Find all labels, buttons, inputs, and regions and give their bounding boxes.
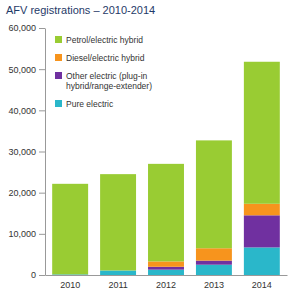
y-tick-mark bbox=[39, 110, 45, 111]
x-tick: 2012 bbox=[156, 275, 176, 290]
x-tick: 2014 bbox=[252, 275, 272, 290]
y-tick-mark bbox=[39, 152, 45, 153]
legend-item: Petrol/electric hybrid bbox=[55, 35, 143, 45]
y-tick-mark bbox=[39, 193, 45, 194]
legend-swatch bbox=[55, 36, 62, 43]
bar-segment bbox=[100, 174, 136, 270]
plot: 0 10,000 20,000 30,000 40,000 50,000 60,000 201… bbox=[8, 23, 287, 290]
bar-segment bbox=[148, 270, 184, 275]
bar-segment bbox=[148, 267, 184, 270]
x-tick-label: 2010 bbox=[60, 280, 80, 290]
legend-label: Petrol/electric hybrid bbox=[66, 35, 143, 45]
y-tick-mark bbox=[39, 69, 45, 70]
chart: AFV registrations – 2010-2014 0 10,000 20,0… bbox=[0, 0, 295, 300]
legend: Petrol/electric hybrid Diesel/electric hy… bbox=[55, 35, 152, 109]
x-tick: 2013 bbox=[204, 275, 224, 290]
bar-segment bbox=[244, 215, 280, 247]
legend-item: Other electric (plug-in hybrid/range-ext… bbox=[55, 71, 152, 91]
bar-segment bbox=[196, 140, 232, 248]
x-tick-label: 2014 bbox=[252, 280, 272, 290]
y-tick: 20,000 bbox=[8, 188, 45, 198]
y-tick: 10,000 bbox=[8, 229, 45, 239]
x-tick-label: 2011 bbox=[108, 280, 127, 290]
bar-segment bbox=[244, 204, 280, 216]
y-axis: 0 10,000 20,000 30,000 40,000 50,000 60,000 bbox=[8, 23, 45, 280]
bar-segment bbox=[196, 261, 232, 265]
x-axis-line bbox=[46, 275, 288, 276]
legend-swatch bbox=[55, 100, 62, 107]
bar-segment bbox=[196, 265, 232, 275]
y-tick: 0 bbox=[31, 270, 45, 280]
legend-swatch bbox=[55, 54, 62, 61]
legend-label: Other electric (plug-in hybrid/range-ext… bbox=[66, 71, 152, 91]
bar-segment bbox=[52, 184, 88, 275]
bar-segment bbox=[244, 62, 280, 204]
y-tick-mark bbox=[39, 275, 45, 276]
y-tick-label: 0 bbox=[31, 270, 36, 280]
bar-segment bbox=[100, 270, 136, 275]
bars bbox=[52, 62, 280, 275]
legend-swatch bbox=[55, 72, 62, 79]
y-tick: 30,000 bbox=[8, 147, 45, 157]
legend-label: Pure electric bbox=[66, 99, 114, 109]
y-tick-label: 30,000 bbox=[8, 147, 36, 157]
legend-item: Diesel/electric hybrid bbox=[55, 53, 145, 63]
x-tick: 2010 bbox=[60, 275, 80, 290]
bar-segment bbox=[244, 247, 280, 275]
y-tick: 60,000 bbox=[8, 23, 45, 33]
x-tick: 2011 bbox=[108, 275, 127, 290]
y-tick-label: 40,000 bbox=[8, 106, 36, 116]
y-tick-mark bbox=[39, 234, 45, 235]
y-tick: 50,000 bbox=[8, 65, 45, 75]
y-tick-label: 20,000 bbox=[8, 188, 36, 198]
y-tick: 40,000 bbox=[8, 106, 45, 116]
bar-segment bbox=[148, 164, 184, 262]
y-tick-label: 50,000 bbox=[8, 65, 36, 75]
legend-label: Diesel/electric hybrid bbox=[66, 53, 145, 63]
x-tick-label: 2013 bbox=[204, 280, 224, 290]
y-tick-label: 60,000 bbox=[8, 23, 36, 33]
x-axis: 2010 2011 2012 2013 2014 bbox=[46, 275, 288, 290]
y-tick-label: 10,000 bbox=[8, 229, 36, 239]
x-tick-label: 2012 bbox=[156, 280, 176, 290]
bar-segment bbox=[148, 261, 184, 266]
bar-segment bbox=[196, 248, 232, 260]
y-tick-mark bbox=[39, 28, 45, 29]
y-axis-line bbox=[45, 29, 46, 276]
legend-item: Pure electric bbox=[55, 99, 114, 109]
title: AFV registrations – 2010-2014 bbox=[6, 4, 155, 16]
